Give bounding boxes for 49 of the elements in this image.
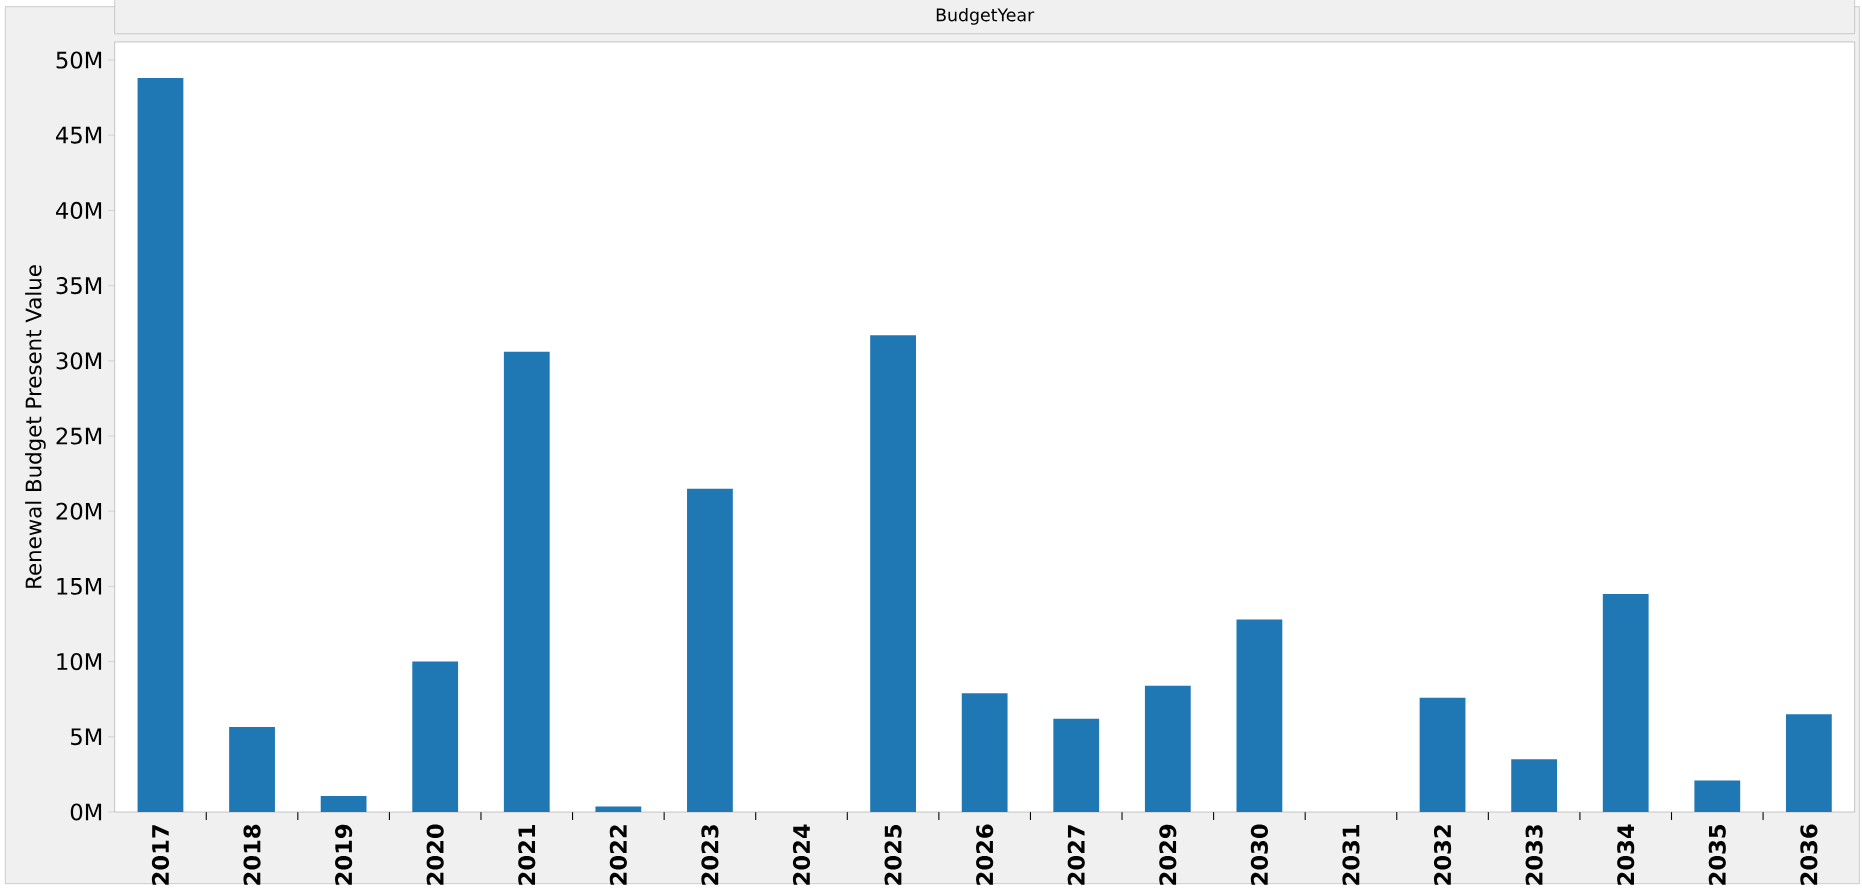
x-tick-label: 2030 xyxy=(1250,824,1268,885)
x-tick-label: 2024 xyxy=(792,824,811,885)
x-tick-label: 2027 xyxy=(1067,825,1085,885)
bar xyxy=(503,351,550,812)
bar xyxy=(1144,685,1191,812)
bar xyxy=(1785,714,1832,812)
y-tick-label: 40M xyxy=(56,201,102,219)
x-tick-label: 2026 xyxy=(976,824,994,885)
bar xyxy=(412,661,459,812)
bar xyxy=(137,78,184,812)
bar xyxy=(229,727,275,812)
x-tick-label: 2029 xyxy=(1159,824,1177,885)
bar xyxy=(1053,718,1100,812)
x-tick-label: 2025 xyxy=(884,824,902,885)
bar xyxy=(595,806,642,812)
bar xyxy=(687,488,733,812)
y-tick-label: 35M xyxy=(56,277,102,295)
chart-title: BudgetYear xyxy=(936,8,1035,25)
bar xyxy=(320,796,367,812)
x-tick-label: 2032 xyxy=(1433,825,1452,885)
bar xyxy=(1602,593,1649,812)
bar xyxy=(870,335,916,812)
x-tick-label: 2021 xyxy=(518,824,536,885)
bar xyxy=(1236,619,1283,812)
y-tick-label: 30M xyxy=(56,352,102,370)
x-tick-label: 2017 xyxy=(151,825,170,885)
y-tick-label: 50M xyxy=(56,51,102,69)
y-axis-title: Renewal Budget Present Value xyxy=(25,265,46,588)
bar xyxy=(961,693,1008,812)
bar xyxy=(1511,759,1558,812)
x-tick-label: 2036 xyxy=(1800,824,1818,885)
x-tick-label: 2020 xyxy=(426,824,444,885)
x-tick-label: 2035 xyxy=(1708,824,1726,885)
x-tick-label: 2018 xyxy=(243,824,261,885)
x-tick-label: 2023 xyxy=(701,825,719,885)
x-tick-label: 2019 xyxy=(335,824,353,885)
y-tick-label: 45M xyxy=(56,126,102,144)
y-tick-label: 15M xyxy=(57,577,102,595)
x-tick-label: 2033 xyxy=(1525,825,1543,885)
x-tick-label: 2022 xyxy=(609,825,627,885)
y-tick-label: 5M xyxy=(71,728,102,746)
x-tick-label: 2031 xyxy=(1342,824,1360,885)
bar xyxy=(1694,780,1741,812)
y-tick-label: 25M xyxy=(56,427,102,445)
y-tick-label: 0M xyxy=(70,803,102,821)
y-tick-label: 10M xyxy=(57,653,102,671)
x-tick-label: 2034 xyxy=(1617,824,1635,885)
bar xyxy=(1419,697,1466,812)
y-tick-label: 20M xyxy=(56,502,102,520)
